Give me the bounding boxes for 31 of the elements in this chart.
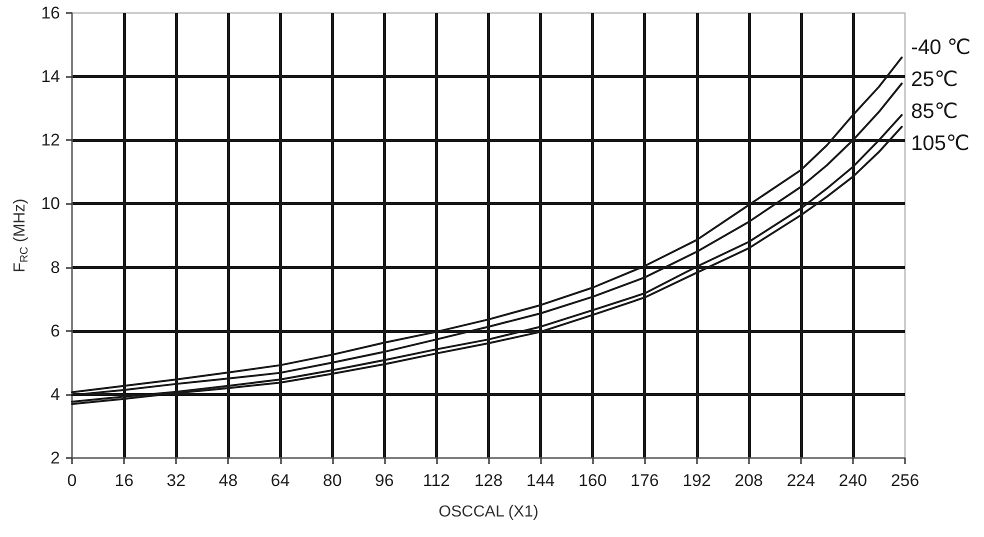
- x-tick-label: 0: [67, 471, 77, 490]
- x-tick-label: 144: [526, 471, 555, 490]
- x-tick-label: 208: [734, 471, 763, 490]
- y-tick-label: 4: [50, 384, 60, 404]
- series-label: 85℃: [911, 100, 958, 124]
- x-tick-label: 64: [270, 471, 290, 490]
- y-tick-label: 10: [41, 194, 60, 214]
- x-tick-label: 176: [630, 471, 659, 490]
- y-tick-label: 14: [41, 67, 60, 86]
- x-tick-label: 32: [166, 471, 186, 490]
- y-tick-label: 6: [50, 321, 60, 340]
- x-tick-label: 96: [374, 471, 394, 490]
- x-axis-title: OSCCAL (X1): [438, 504, 538, 520]
- x-tick-label: 112: [422, 471, 450, 490]
- x-tick-label: 80: [322, 471, 342, 490]
- x-tick-label: 160: [578, 471, 607, 490]
- x-tick-label: 256: [890, 471, 920, 490]
- x-tick-label: 224: [786, 471, 816, 490]
- x-tick-label: 240: [838, 471, 868, 490]
- y-tick-label: 12: [41, 130, 60, 150]
- series-label: 105℃: [911, 132, 970, 156]
- y-tick-label: 16: [41, 4, 60, 22]
- x-tick-label: 16: [114, 471, 134, 490]
- y-tick-label: 2: [50, 448, 60, 468]
- y-tick-label: 8: [50, 258, 60, 277]
- series-label: -40 ℃: [911, 36, 971, 60]
- y-axis-title: FRC (MHz): [12, 198, 31, 272]
- series-label: 25℃: [911, 68, 958, 92]
- x-tick-label: 192: [682, 471, 711, 490]
- x-tick-label: 48: [218, 471, 238, 490]
- x-tick-label: 128: [474, 471, 503, 490]
